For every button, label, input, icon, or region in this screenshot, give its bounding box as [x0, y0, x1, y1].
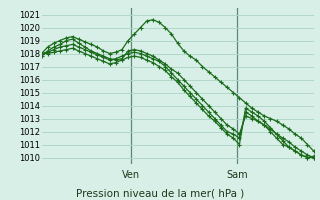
Text: Pression niveau de la mer( hPa ): Pression niveau de la mer( hPa ) [76, 188, 244, 198]
Text: Sam: Sam [227, 170, 248, 180]
Text: Ven: Ven [122, 170, 140, 180]
